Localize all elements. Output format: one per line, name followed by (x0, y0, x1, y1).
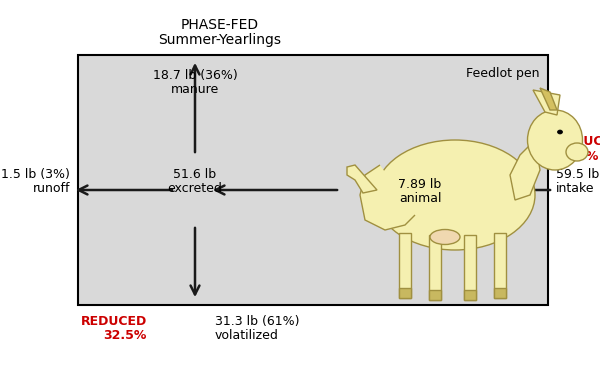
Text: excreted: excreted (167, 182, 223, 195)
Text: REDUCED: REDUCED (556, 135, 600, 148)
Text: 7.89 lb: 7.89 lb (398, 178, 442, 191)
Polygon shape (360, 165, 415, 230)
Text: 51.6 lb: 51.6 lb (173, 168, 217, 181)
Ellipse shape (557, 130, 563, 134)
Ellipse shape (566, 143, 588, 161)
Text: 31.3 lb (61%): 31.3 lb (61%) (215, 315, 299, 328)
Ellipse shape (527, 110, 583, 170)
Bar (399, 233, 411, 298)
Text: 32.5%: 32.5% (104, 329, 147, 342)
Bar (464, 290, 476, 300)
Text: 18.7 lb (36%): 18.7 lb (36%) (152, 69, 238, 82)
Bar (494, 233, 506, 298)
Bar (78, 55, 548, 305)
Ellipse shape (430, 230, 460, 244)
Text: Summer-Yearlings: Summer-Yearlings (158, 33, 281, 47)
Text: animal: animal (399, 192, 441, 205)
Polygon shape (533, 90, 560, 115)
Bar (429, 235, 441, 300)
Polygon shape (510, 140, 540, 200)
Polygon shape (540, 88, 557, 110)
Bar (494, 288, 506, 298)
Ellipse shape (375, 140, 535, 250)
Text: 59.5 lb: 59.5 lb (556, 168, 599, 181)
Polygon shape (347, 165, 377, 193)
Text: 1.5 lb (3%): 1.5 lb (3%) (1, 168, 70, 181)
Text: REDUCED: REDUCED (81, 315, 147, 328)
Bar (399, 288, 411, 298)
Text: intake: intake (556, 182, 595, 195)
Text: volatilized: volatilized (215, 329, 279, 342)
Text: 19.0%: 19.0% (556, 150, 599, 163)
Text: runoff: runoff (32, 182, 70, 195)
Bar (429, 290, 441, 300)
Text: manure: manure (171, 83, 219, 96)
Bar (464, 235, 476, 300)
Text: Feedlot pen: Feedlot pen (467, 67, 540, 80)
Text: PHASE-FED: PHASE-FED (181, 18, 259, 32)
